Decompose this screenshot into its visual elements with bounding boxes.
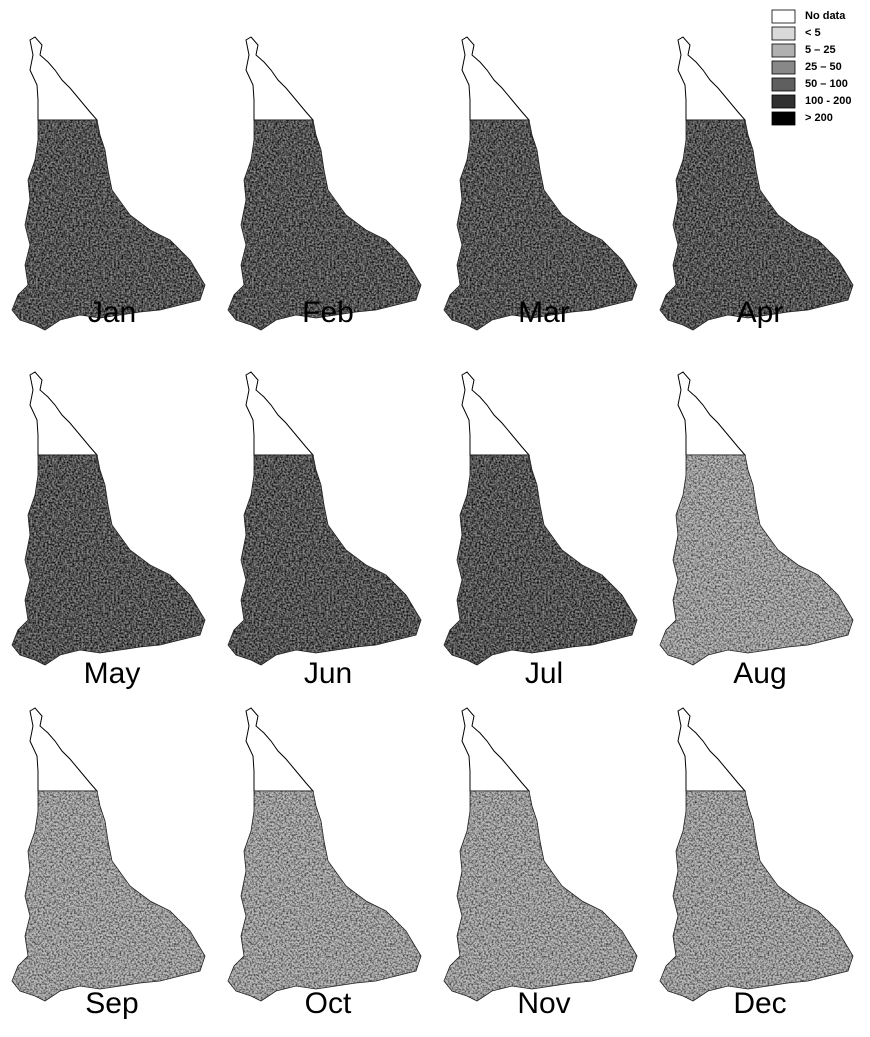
- no-data-area: [678, 37, 745, 120]
- map-panel: [648, 708, 863, 1011]
- map-panel: [0, 37, 215, 340]
- legend-label: 25 – 50: [805, 61, 842, 73]
- month-label: Apr: [737, 296, 784, 329]
- month-label: Feb: [302, 296, 354, 329]
- shaded-area: [432, 781, 647, 1011]
- no-data-area: [462, 37, 529, 120]
- legend-swatch: [772, 27, 795, 40]
- month-label: Oct: [305, 987, 352, 1020]
- shaded-area: [0, 781, 215, 1011]
- no-data-area: [678, 708, 745, 791]
- month-label: Mar: [518, 296, 570, 329]
- shaded-area: [216, 781, 431, 1011]
- shaded-area: [216, 445, 431, 675]
- no-data-area: [462, 708, 529, 791]
- map-panel: [0, 372, 215, 675]
- month-label: Jan: [88, 296, 136, 329]
- shaded-area: [648, 445, 863, 675]
- no-data-area: [246, 708, 313, 791]
- shaded-area: [432, 445, 647, 675]
- legend-label: 100 - 200: [805, 95, 851, 107]
- legend-label: > 200: [805, 112, 833, 124]
- legend-label: No data: [805, 10, 846, 22]
- no-data-area: [462, 372, 529, 455]
- legend-swatch: [772, 112, 795, 125]
- legend-swatch: [772, 10, 795, 23]
- month-label: Jul: [525, 657, 563, 690]
- legend-swatch: [772, 44, 795, 57]
- map-panel: [432, 372, 647, 675]
- month-label: Dec: [733, 987, 786, 1020]
- figure: Jan Feb Mar Apr May Jun Jul Aug Sep Oct Nov Dec No d…: [0, 0, 870, 1037]
- map-panel: [0, 708, 215, 1011]
- month-label: Aug: [733, 657, 786, 690]
- no-data-area: [246, 37, 313, 120]
- legend-label: 5 – 25: [805, 44, 836, 56]
- legend-label: < 5: [805, 27, 821, 39]
- no-data-area: [30, 372, 97, 455]
- no-data-area: [30, 708, 97, 791]
- month-label: Nov: [517, 987, 570, 1020]
- no-data-area: [678, 372, 745, 455]
- map-panel: [216, 37, 431, 340]
- map-panel: [648, 372, 863, 675]
- legend-swatch: [772, 78, 795, 91]
- shaded-area: [648, 781, 863, 1011]
- map-panel: [432, 37, 647, 340]
- no-data-area: [246, 372, 313, 455]
- legend-swatch: [772, 95, 795, 108]
- map-panel: [432, 708, 647, 1011]
- map-panel: [216, 708, 431, 1011]
- month-label: Jun: [304, 657, 352, 690]
- no-data-area: [30, 37, 97, 120]
- month-label: May: [84, 657, 141, 690]
- map-panel: [216, 372, 431, 675]
- month-label: Sep: [85, 987, 138, 1020]
- shaded-area: [0, 445, 215, 675]
- legend-swatch: [772, 61, 795, 74]
- legend-label: 50 – 100: [805, 78, 848, 90]
- legend: No data < 5 5 – 25 25 – 50 50 – 100 100 - 200…: [772, 10, 851, 125]
